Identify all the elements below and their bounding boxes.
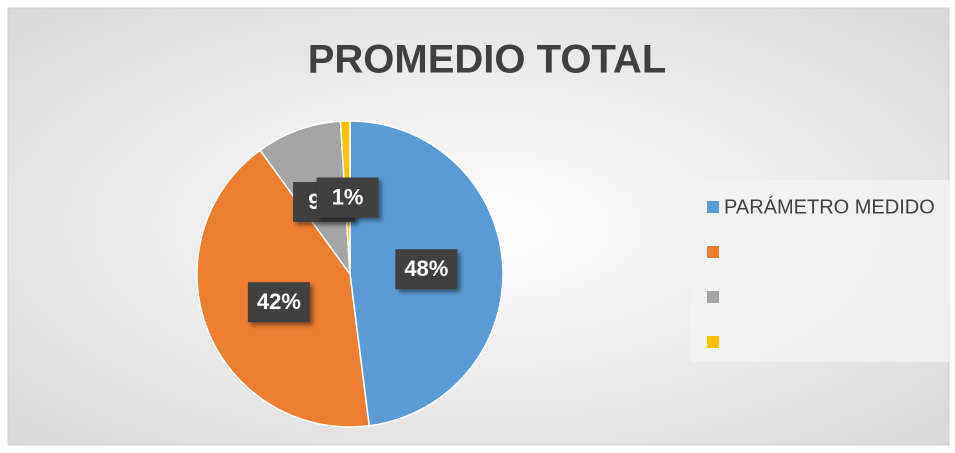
legend-swatch: [707, 336, 719, 348]
data-label-box: [395, 249, 458, 290]
chart-title: PROMEDIO TOTAL: [308, 38, 667, 82]
data-label-box: [316, 177, 379, 218]
data-label-box: [247, 282, 310, 323]
data-label: 1%: [332, 184, 364, 209]
data-label: 42%: [257, 289, 301, 314]
legend-label: PARÁMETRO MEDIDO: [724, 195, 935, 218]
legend-swatch: [707, 291, 719, 303]
data-label: 48%: [404, 256, 448, 281]
legend-swatch: [707, 201, 719, 213]
legend-swatch: [707, 246, 719, 258]
legend-box: [690, 180, 950, 362]
